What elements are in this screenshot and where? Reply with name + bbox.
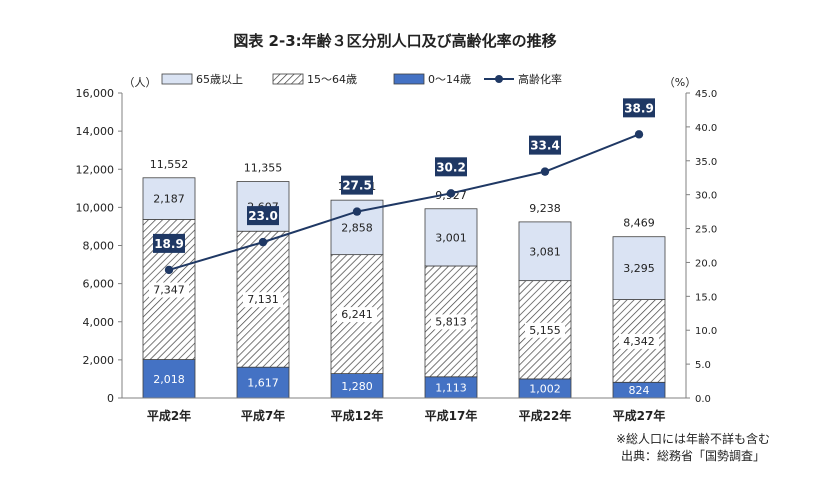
legend-marker xyxy=(495,75,503,83)
x-tick-label: 平成2年 xyxy=(147,408,191,423)
series-line xyxy=(168,133,640,271)
line-point xyxy=(540,167,550,176)
data-label: 1,002 xyxy=(529,382,561,395)
y-right-tick-label: 15.0 xyxy=(695,292,717,303)
bar-segment xyxy=(518,221,572,282)
line-point xyxy=(634,130,644,139)
line-label-box xyxy=(153,233,185,253)
data-label: 2,858 xyxy=(341,221,373,234)
bar-segment xyxy=(330,373,384,399)
total-label: 11,552 xyxy=(150,158,189,171)
y-right-tick-label: 30.0 xyxy=(695,191,717,202)
y-left-tick-label: 2,000 xyxy=(83,354,115,367)
footnote-note: ※総人口には年齢不詳も含む xyxy=(616,431,770,446)
line-point xyxy=(164,265,174,275)
chart-title: 図表 2-3:年齢３区分別人口及び高齢化率の推移 xyxy=(233,32,556,50)
legend-swatch xyxy=(161,73,193,85)
x-tick-label: 平成7年 xyxy=(241,408,285,423)
line-point xyxy=(352,207,362,216)
data-label-background xyxy=(243,292,283,308)
data-label-background xyxy=(619,333,659,349)
line-data-label: 27.5 xyxy=(342,179,372,193)
y-right-tick-label: 5.0 xyxy=(695,360,711,371)
y-left-tick-label: 8,000 xyxy=(83,240,115,253)
y-right-tick-label: 0.0 xyxy=(695,394,711,405)
line-data-label: 38.9 xyxy=(624,101,654,115)
bar-segment xyxy=(424,208,478,267)
footnote-source: 出典：総務省「国勢調査」 xyxy=(621,448,765,463)
data-label: 1,617 xyxy=(247,377,279,390)
data-label: 824 xyxy=(629,384,650,397)
y-right-tick-label: 10.0 xyxy=(695,326,717,337)
x-axis: 平成2年 平成7年 平成12年 平成17年 平成22年 平成27年 xyxy=(122,397,686,423)
data-label: 4,342 xyxy=(623,335,655,348)
total-label: 9,238 xyxy=(529,202,561,215)
y-left-tick-label: 14,000 xyxy=(76,125,115,138)
line-label-box xyxy=(623,98,655,118)
y-left-tick-label: 10,000 xyxy=(76,201,115,214)
data-label: 3,081 xyxy=(529,245,561,258)
legend-label: 65歳以上 xyxy=(196,73,243,86)
line-label-box xyxy=(341,175,373,195)
data-label: 6,241 xyxy=(341,308,373,321)
y-left-axis: 0 2,000 4,000 6,000 8,000 10,000 12,000 14,000 1… xyxy=(76,87,123,405)
line-data-label: 18.9 xyxy=(154,237,184,251)
y-right-tick-label: 25.0 xyxy=(695,225,717,236)
y-right-axis: 0.0 5.0 10.0 15.0 20.0 25.0 30.0 35.0 40.0 45.0 xyxy=(685,89,717,405)
bar-segment xyxy=(142,177,196,220)
y-right-tick-label: 45.0 xyxy=(695,89,717,100)
legend-swatch xyxy=(393,73,425,85)
bar-segment xyxy=(612,236,666,300)
y-right-unit: （%） xyxy=(664,76,696,89)
data-label: 3,295 xyxy=(623,262,655,275)
data-label: 1,113 xyxy=(435,381,467,394)
line-data-label: 33.4 xyxy=(530,139,560,153)
y-right-tick-label: 20.0 xyxy=(695,258,717,269)
chart-legend: 65歳以上 15～64歳 0～14歳 高齢化率 xyxy=(161,72,562,86)
y-left-tick-label: 6,000 xyxy=(83,278,115,291)
total-label: 11,355 xyxy=(244,162,283,175)
line-data-label: 23.0 xyxy=(248,209,278,223)
data-label-background xyxy=(337,307,377,323)
data-label: 7,347 xyxy=(153,284,185,297)
data-label-background xyxy=(525,322,565,338)
data-label: 3,001 xyxy=(435,231,467,244)
data-label: 7,131 xyxy=(247,293,279,306)
data-label: 2,187 xyxy=(153,193,185,206)
line-layer: 18.9 23.0 27.5 30.2 33.4 38.9 xyxy=(153,98,655,275)
line-label-box xyxy=(435,157,467,177)
data-label: 5,813 xyxy=(435,315,467,328)
x-tick-label: 平成22年 xyxy=(519,408,572,423)
y-left-tick-label: 16,000 xyxy=(76,87,115,100)
legend-swatch xyxy=(272,73,304,85)
x-tick-label: 平成12年 xyxy=(331,408,384,423)
line-label-box xyxy=(247,206,279,226)
y-left-tick-label: 0 xyxy=(107,392,114,405)
data-label: 2,018 xyxy=(153,373,185,386)
legend-label: 0～14歳 xyxy=(428,73,471,86)
data-label: 5,155 xyxy=(529,324,561,337)
x-tick-label: 平成27年 xyxy=(613,408,666,423)
x-tick-label: 平成17年 xyxy=(425,408,478,423)
y-right-tick-label: 40.0 xyxy=(695,123,717,134)
y-left-tick-label: 12,000 xyxy=(76,163,115,176)
legend-label: 15～64歳 xyxy=(307,73,357,86)
line-point xyxy=(258,237,268,247)
y-right-tick-label: 35.0 xyxy=(695,157,717,168)
y-left-unit: （人） xyxy=(124,76,157,89)
data-label-background xyxy=(431,314,471,330)
line-label-box xyxy=(529,135,561,155)
y-left-tick-label: 4,000 xyxy=(83,316,115,329)
line-point xyxy=(446,189,456,198)
data-label-background xyxy=(149,282,189,298)
data-label: 1,280 xyxy=(341,380,373,393)
total-label: 8,469 xyxy=(623,217,655,230)
line-data-label: 30.2 xyxy=(436,160,466,174)
legend-label: 高齢化率 xyxy=(518,72,562,86)
bars-layer: 2,0187,3472,18711,5521,6177,1312,60711,3… xyxy=(142,158,666,399)
